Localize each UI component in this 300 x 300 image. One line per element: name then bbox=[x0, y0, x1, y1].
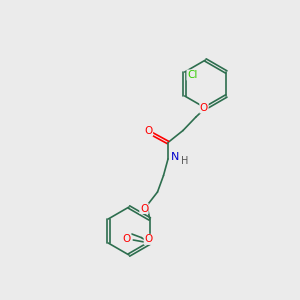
Text: O: O bbox=[144, 126, 153, 136]
Text: O: O bbox=[144, 234, 152, 244]
Text: O: O bbox=[200, 103, 208, 113]
Text: N: N bbox=[170, 152, 179, 163]
Text: H: H bbox=[181, 155, 188, 166]
Text: Cl: Cl bbox=[187, 70, 197, 80]
Text: O: O bbox=[123, 233, 131, 244]
Text: O: O bbox=[140, 203, 148, 214]
